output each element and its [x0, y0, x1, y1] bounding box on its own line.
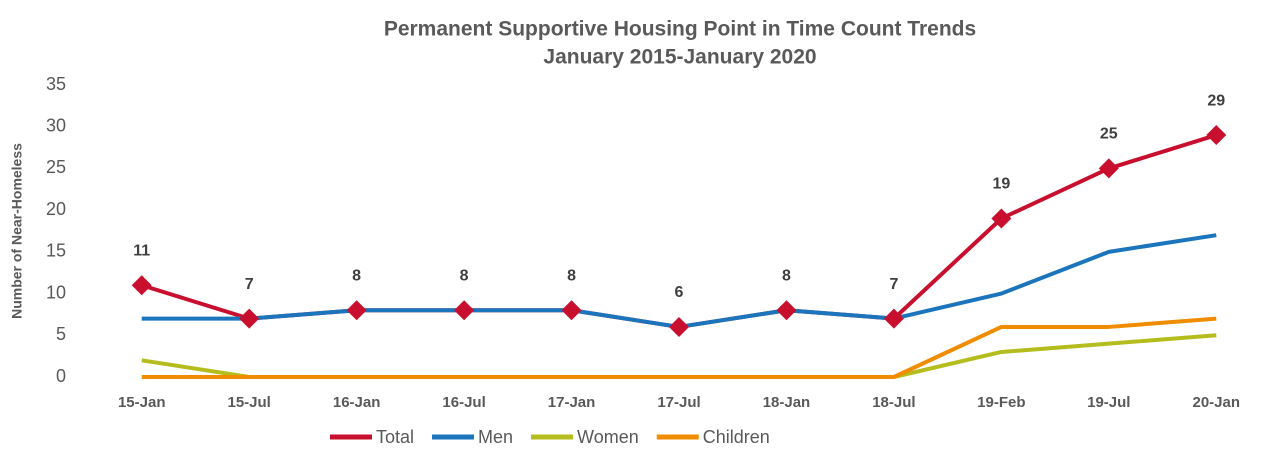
point-marker: [239, 308, 260, 329]
point-marker: [1098, 158, 1119, 179]
point-marker: [561, 300, 582, 321]
data-label: 6: [675, 284, 684, 301]
series-line: [141, 316, 1217, 379]
point-marker: [776, 300, 797, 321]
data-label: 8: [352, 267, 361, 284]
x-tick-label: 18-Jan: [763, 394, 811, 411]
point-marker: [454, 300, 475, 321]
y-tick-label: 30: [46, 115, 66, 135]
series-line: [141, 333, 1217, 379]
x-tick-label: 16-Jan: [333, 394, 381, 411]
x-tick-label: 15-Jul: [228, 394, 271, 411]
y-axis-label: Number of Near-Homeless: [9, 143, 25, 319]
point-marker: [131, 275, 152, 296]
point-marker: [1206, 125, 1227, 146]
y-tick-label: 10: [46, 282, 66, 302]
data-label: 7: [889, 276, 898, 293]
data-label: 29: [1207, 92, 1225, 109]
legend-label: Total: [376, 427, 414, 447]
point-marker: [669, 316, 689, 337]
point-marker: [883, 308, 904, 329]
legend-label: Men: [478, 427, 513, 447]
chart-title: Permanent Supportive Housing Point in Ti…: [384, 18, 976, 41]
y-tick-label: 5: [56, 324, 66, 344]
y-tick-label: 25: [46, 157, 66, 177]
x-tick-label: 20-Jan: [1193, 394, 1241, 411]
legend-label: Children: [703, 427, 770, 447]
data-label: 7: [245, 276, 254, 293]
data-label: 25: [1100, 126, 1118, 143]
x-tick-label: 16-Jul: [442, 394, 485, 411]
point-marker: [991, 208, 1012, 229]
x-tick-label: 18-Jul: [872, 394, 915, 411]
data-label: 8: [567, 267, 576, 284]
y-tick-label: 15: [46, 241, 66, 261]
data-label: 8: [782, 267, 791, 284]
x-tick-label: 19-Jul: [1087, 394, 1130, 411]
x-tick-label: 17-Jan: [548, 394, 596, 411]
y-tick-label: 0: [56, 366, 66, 386]
data-label: 19: [992, 176, 1010, 193]
y-tick-label: 35: [46, 74, 66, 94]
y-tick-label: 20: [46, 199, 66, 219]
legend-label: Women: [577, 427, 639, 447]
x-tick-label: 17-Jul: [657, 394, 700, 411]
x-tick-label: 19-Feb: [977, 394, 1025, 411]
data-label: 8: [460, 267, 469, 284]
data-label: 11: [133, 242, 150, 259]
point-marker: [346, 300, 367, 321]
chart-subtitle: January 2015-January 2020: [543, 46, 816, 69]
series-line: [141, 233, 1217, 329]
x-tick-label: 15-Jan: [118, 394, 166, 411]
